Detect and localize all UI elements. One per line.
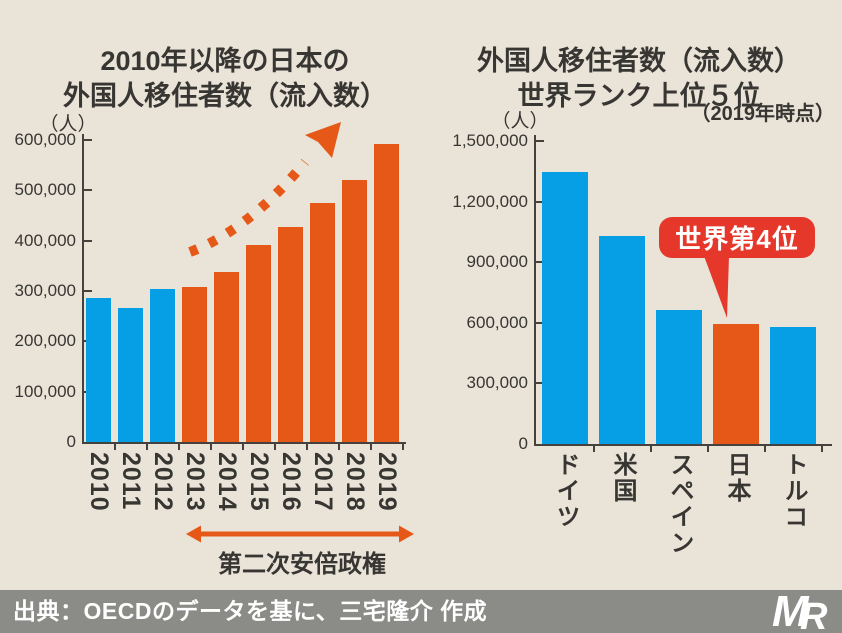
x-tick-mark: [177, 444, 180, 450]
y-tick-label: 200,000: [14, 331, 76, 351]
y-tick-mark: [84, 239, 92, 242]
bar-2014: [214, 272, 239, 442]
bar-2016: [278, 227, 303, 442]
badge-tail-pointer: [704, 256, 729, 318]
right-chart-title: 外国人移住者数（流入数） 世界ランク上位５位: [440, 44, 838, 114]
x-axis-line: [534, 444, 832, 446]
source-text: 出典：OECDのデータを基に、三宅隆介 作成: [13, 598, 488, 624]
y-tick-label: 1,500,000: [452, 131, 528, 150]
x-label-2012: 2012: [148, 452, 177, 512]
left-unit-label: （人）: [39, 114, 97, 135]
source-bar: [0, 590, 842, 633]
x-tick-mark: [145, 444, 148, 450]
bar-トルコ: [770, 327, 816, 444]
bar-スペイン: [656, 310, 702, 444]
x-tick-mark: [113, 444, 116, 450]
x-tick-mark: [401, 444, 404, 450]
abe-period-label: 第二次安倍政権: [218, 551, 386, 578]
y-tick-mark: [84, 139, 92, 141]
x-tick-mark: [706, 446, 709, 452]
bar-日本: [713, 324, 759, 444]
x-label-2016: 2016: [276, 452, 305, 512]
y-tick-label: 400,000: [14, 230, 76, 250]
bar-2012: [150, 289, 175, 442]
x-label-2018: 2018: [340, 452, 369, 512]
y-tick-label: 500,000: [14, 180, 76, 200]
x-label-2017: 2017: [308, 452, 337, 512]
left-title-line2: 外国人移住者数（流入数）: [63, 81, 387, 112]
right-title-line1: 外国人移住者数（流入数）: [477, 46, 801, 77]
bar-ドイツ: [542, 172, 588, 444]
y-tick-label: 0: [518, 434, 528, 453]
y-tick-label: 900,000: [466, 252, 528, 272]
y-tick-mark: [536, 140, 544, 142]
y-axis-line: [82, 134, 84, 444]
bar-2015: [246, 245, 271, 442]
y-tick-mark: [536, 382, 544, 385]
y-tick-label: 0: [66, 432, 76, 451]
right-title-line2: 世界ランク上位５位: [517, 81, 761, 112]
y-tick-label: 600,000: [466, 312, 528, 332]
y-tick-label: 1,200,000: [452, 191, 528, 211]
x-tick-mark: [820, 446, 823, 452]
x-label-2010: 2010: [84, 452, 113, 512]
x-tick-mark: [337, 444, 340, 450]
y-tick-label: 100,000: [14, 381, 76, 401]
right-chart-subtitle: （2019年時点）: [690, 103, 836, 125]
svg-text:R: R: [800, 596, 828, 633]
x-label-2011: 2011: [116, 452, 145, 511]
bar-2017: [310, 203, 335, 442]
svg-text:M: M: [772, 587, 810, 633]
x-label-スペイン: スペイン: [666, 452, 693, 556]
world-rank-badge: 世界第4位: [659, 217, 815, 258]
bar-2018: [342, 180, 367, 442]
bar-2010: [86, 298, 111, 442]
y-tick-mark: [84, 189, 92, 192]
x-label-ドイツ: ドイツ: [552, 452, 579, 530]
bar-2011: [118, 308, 143, 442]
x-label-2019: 2019: [372, 452, 401, 512]
y-tick-mark: [84, 290, 92, 292]
x-tick-mark: [241, 444, 244, 450]
x-tick-mark: [273, 444, 276, 450]
x-label-2014: 2014: [212, 452, 241, 512]
y-tick-label: 300,000: [466, 373, 528, 393]
x-label-米国: 米国: [609, 452, 636, 504]
bar-米国: [599, 236, 645, 444]
x-tick-mark: [369, 444, 372, 450]
x-tick-mark: [649, 446, 652, 452]
x-tick-mark: [209, 444, 212, 450]
mr-logo: M R: [772, 587, 828, 633]
bar-2013: [182, 287, 207, 442]
x-label-2015: 2015: [244, 452, 273, 512]
x-axis-line: [82, 442, 406, 444]
period-range-arrow-icon: [186, 525, 414, 543]
x-label-2013: 2013: [180, 452, 209, 512]
x-tick-mark: [592, 446, 595, 452]
left-title-line1: 2010年以降の日本の: [100, 46, 350, 77]
y-tick-label: 300,000: [14, 281, 76, 300]
left-chart-title: 2010年以降の日本の 外国人移住者数（流入数）: [30, 44, 420, 114]
y-tick-label: 600,000: [14, 130, 76, 149]
x-label-トルコ: トルコ: [780, 452, 807, 530]
trend-up-arrow-icon: [188, 122, 341, 257]
x-tick-mark: [763, 446, 766, 452]
y-axis-line: [534, 135, 536, 446]
y-tick-mark: [536, 261, 544, 264]
bar-2019: [374, 144, 399, 442]
right-unit-label: （人）: [491, 111, 549, 132]
y-tick-mark: [536, 321, 544, 324]
y-tick-mark: [536, 200, 544, 203]
x-label-日本: 日本: [723, 452, 750, 504]
x-tick-mark: [305, 444, 308, 450]
